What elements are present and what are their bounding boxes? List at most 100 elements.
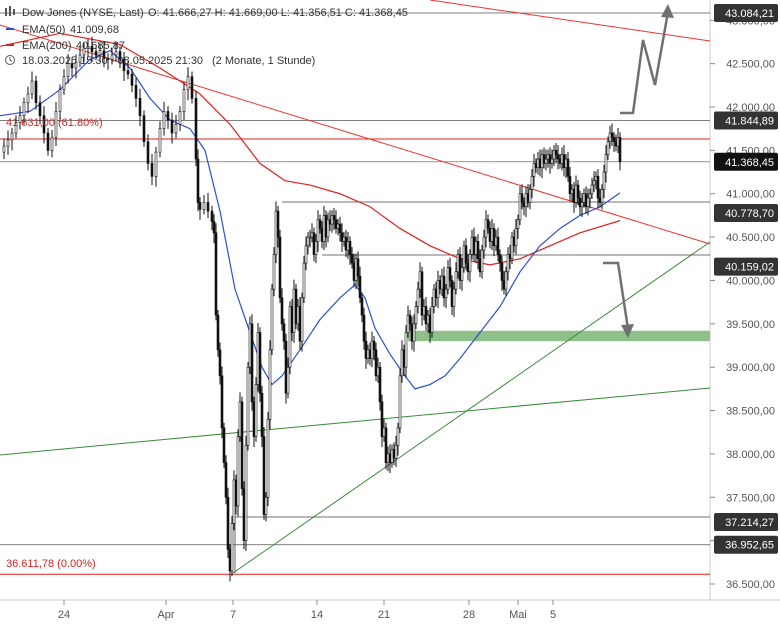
price-candle <box>412 323 416 342</box>
price-candle <box>210 210 214 222</box>
price-candle <box>500 262 504 281</box>
ema200-legend-label: EMA(200) <box>22 40 72 52</box>
x-tick-label: 14 <box>311 609 323 621</box>
price-candle <box>62 76 66 90</box>
price-candle <box>374 349 378 377</box>
price-candle <box>556 154 560 160</box>
price-candle <box>350 254 354 264</box>
price-candle <box>618 137 622 162</box>
price-tag-box <box>714 513 778 532</box>
x-tick-label: 24 <box>58 609 70 621</box>
price-candle <box>580 202 584 208</box>
price-candle <box>314 241 318 255</box>
price-candle <box>170 119 174 134</box>
price-candle <box>90 46 94 52</box>
price-tag-label: 40.778,70 <box>725 208 774 220</box>
y-tick-label: 38.500,00 <box>726 406 775 418</box>
horizontal-levels <box>0 12 710 546</box>
price-candle <box>444 288 448 299</box>
price-candle <box>30 80 34 95</box>
price-candle <box>360 297 364 316</box>
price-candle <box>86 46 90 49</box>
price-candle <box>216 314 220 351</box>
price-candle <box>476 241 480 260</box>
bullish-arrowhead-icon <box>661 4 674 18</box>
price-candle <box>452 288 456 307</box>
red-trendline-lower <box>0 24 711 245</box>
price-candle <box>554 150 558 156</box>
price-candle <box>228 549 232 572</box>
price-tag-box <box>714 111 778 130</box>
period-range: 18.03.2025 15:30 - 08.05.2025 21:30 <box>22 55 203 67</box>
price-candle <box>2 145 6 153</box>
price-candle <box>54 111 58 138</box>
price-tag-box <box>714 257 778 276</box>
price-candle <box>98 50 102 56</box>
price-candle <box>306 236 310 247</box>
price-candle <box>46 132 50 151</box>
price-candle <box>338 223 342 234</box>
price-candle <box>194 98 198 160</box>
price-candle <box>220 375 224 429</box>
price-candle <box>520 193 524 203</box>
price-candle <box>6 139 10 147</box>
price-candle <box>58 89 62 112</box>
price-candle <box>316 219 320 242</box>
price-candle <box>66 63 70 77</box>
price-candle <box>272 254 276 290</box>
price-candle <box>348 241 352 255</box>
price-candle <box>22 102 26 116</box>
price-candle <box>528 189 532 203</box>
price-candle <box>118 51 122 60</box>
y-axis: 36.500,0037.000,0037.500,0038.000,0038.5… <box>710 15 775 591</box>
ema200-line <box>0 32 621 266</box>
ohlc-values: O: 41.666,27 H: 41.669,00 L: 41.356,51 C… <box>148 7 408 19</box>
price-candle <box>70 63 74 69</box>
price-candle <box>506 254 510 273</box>
price-candle <box>150 163 154 177</box>
clock-icon <box>5 55 15 65</box>
price-candle <box>596 176 600 199</box>
ema50-line <box>0 49 621 390</box>
price-candle <box>240 401 244 489</box>
price-tag-label: 37.214,27 <box>725 517 774 529</box>
price-candle <box>186 76 190 90</box>
price-candle <box>110 54 114 60</box>
price-bars <box>2 36 622 582</box>
price-candle <box>182 89 186 112</box>
price-candle <box>404 332 408 368</box>
price-candle <box>442 275 446 299</box>
instrument-name: Dow Jones (NYSE, Last) <box>22 7 144 19</box>
price-candle <box>486 219 490 229</box>
price-candle <box>50 137 54 151</box>
price-candle <box>18 115 22 123</box>
price-candle <box>414 306 418 325</box>
chart-header: Dow Jones (NYSE, Last) O: 41.666,27 H: 4… <box>5 6 408 67</box>
price-candle <box>142 115 146 143</box>
price-candle <box>214 232 218 316</box>
price-candle <box>304 245 308 264</box>
price-candle <box>258 332 262 394</box>
price-candle <box>460 267 464 281</box>
price-candle <box>218 349 222 377</box>
price-candle <box>504 271 508 290</box>
ema50-legend-label: EMA(50) <box>22 24 65 36</box>
price-candle <box>260 392 264 437</box>
price-candle <box>276 210 280 238</box>
price-candle <box>174 124 178 134</box>
price-candle <box>196 158 200 203</box>
price-candle <box>278 236 282 299</box>
candles-icon <box>5 6 15 16</box>
price-candle <box>166 111 170 121</box>
x-tick-label: 28 <box>463 609 475 621</box>
price-level-tags: 43.084,21 41.844,89 41.368,45 40.778,70 40.1… <box>714 4 778 554</box>
fibonacci-levels <box>0 138 710 575</box>
ema200-legend-value: 40.685,87 <box>76 40 125 52</box>
price-candle <box>238 401 242 437</box>
fib-618-label: 41.631,00 (61.80%) <box>6 117 103 129</box>
bearish-arrowhead-icon <box>621 324 634 338</box>
price-tag-box <box>714 535 778 554</box>
x-tick-label: Apr <box>157 609 174 621</box>
price-tag-label: 43.084,21 <box>725 8 774 20</box>
price-candle <box>602 171 606 190</box>
